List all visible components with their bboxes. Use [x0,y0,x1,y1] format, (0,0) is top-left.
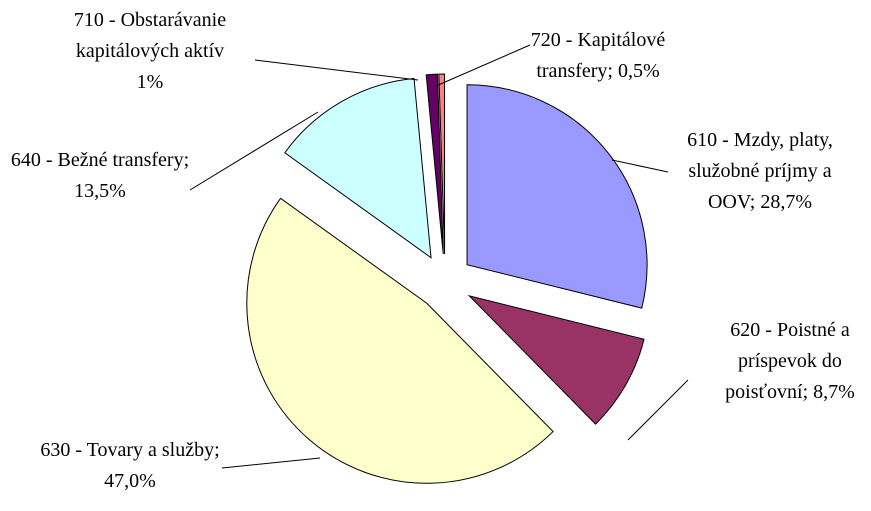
category-label: 620 - Poistné a príspevok do poisťovní; [725,319,850,403]
value-label: 28,7% [760,191,813,213]
value-label: 13,5% [74,180,126,202]
slice-label: 720 - Kapitálové transfery; 0,5% [523,25,673,87]
leader-line [189,111,319,191]
slice-label: 620 - Poistné a príspevok do poisťovní; … [705,315,871,408]
pie-slice [425,73,444,255]
value-label: 0,5% [617,60,660,82]
category-label: 720 - Kapitálové transfery; [530,29,666,82]
leader-line [627,379,689,441]
leader-line [254,59,419,81]
category-label: 710 - Obstarávanie kapitálových aktív [73,9,227,62]
slice-label: 610 - Mzdy, platy, služobné príjmy a OOV… [665,125,855,218]
value-label: 1% [136,71,164,93]
pie-slice [246,197,554,484]
leader-line [611,159,669,173]
pie-slice [284,77,432,259]
category-label: 610 - Mzdy, platy, služobné príjmy a OOV… [687,129,833,213]
category-label: 640 - Bežné transfery; [10,149,190,171]
slice-label: 630 - Tovary a služby; 47,0% [30,435,230,497]
slice-label: 640 - Bežné transfery; 13,5% [0,145,200,207]
pie-slice [467,294,645,425]
pie-slice [466,84,648,309]
slice-label: 710 - Obstarávanie kapitálových aktív 1% [30,5,270,98]
category-label: 630 - Tovary a služby; [40,439,220,461]
leader-line [221,457,321,469]
value-label: 8,7% [813,381,855,403]
pie-slice [438,73,446,255]
value-label: 47,0% [104,470,156,492]
leader-line [435,44,531,87]
